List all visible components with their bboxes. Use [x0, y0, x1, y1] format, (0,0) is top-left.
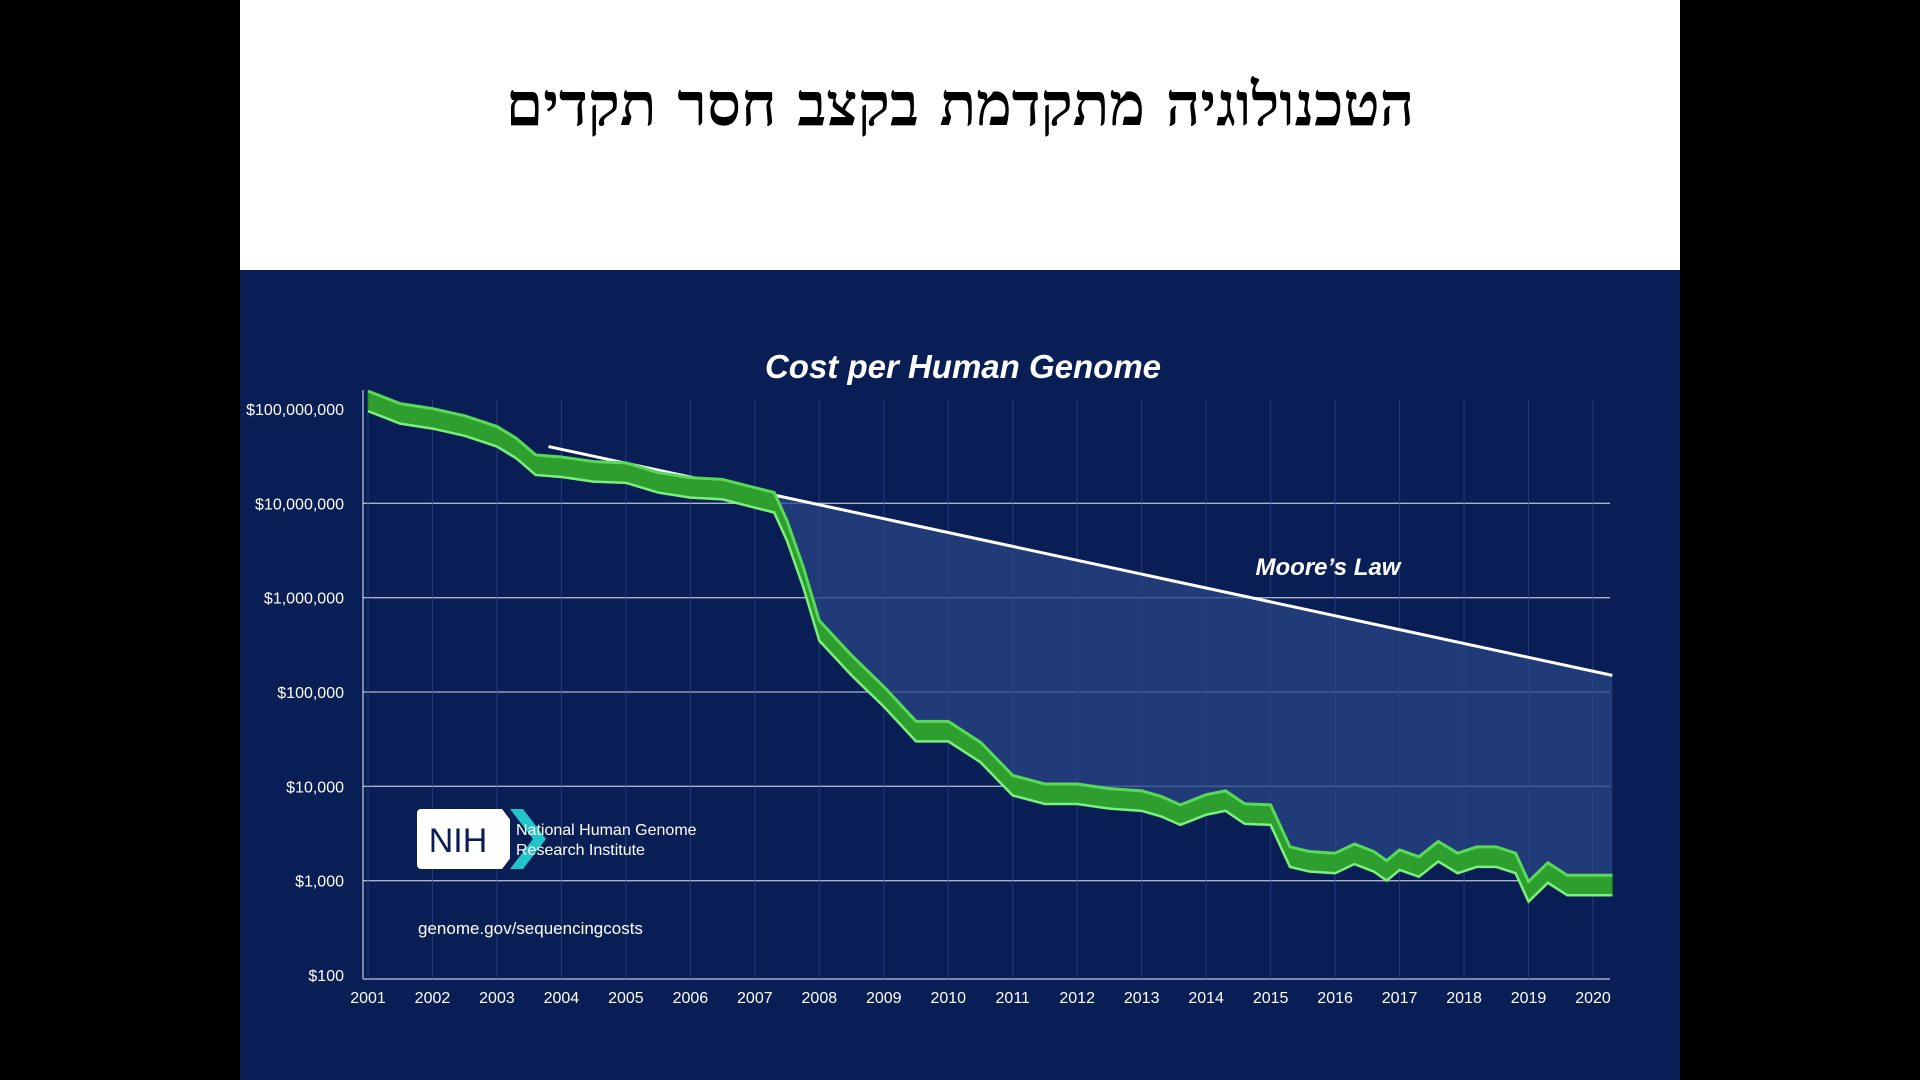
x-tick-label: 2019: [1511, 990, 1547, 1007]
genome-cost-line: [367, 389, 1613, 885]
x-tick-label: 2004: [544, 990, 580, 1007]
x-tick-label: 2020: [1575, 990, 1611, 1007]
x-tick-label: 2008: [802, 990, 838, 1007]
x-tick-label: 2010: [930, 990, 966, 1007]
y-tick-label: $1,000: [295, 874, 344, 891]
y-tick-label: $1,000,000: [264, 591, 344, 608]
chart: Cost per Human Genome $100,000,000 $10,00…: [246, 348, 1613, 1007]
x-tick-label: 2013: [1124, 990, 1160, 1007]
y-tick-label: $100: [308, 968, 344, 985]
gap-area-shape: [777, 495, 1613, 902]
x-tick-label: 2003: [479, 990, 515, 1007]
slide-header: הטכנולוגיה מתקדמת בקצב חסר תקדים: [240, 0, 1680, 270]
x-tick-label: 2016: [1317, 990, 1353, 1007]
chart-title: Cost per Human Genome: [765, 348, 1161, 385]
x-tick-label: 2005: [608, 990, 644, 1007]
x-tick-label: 2018: [1446, 990, 1482, 1007]
x-axis: 2001 2002 2003 2004 2005 2006 2007 2008 2009 2010…: [350, 990, 1611, 1007]
y-tick-label: $10,000,000: [255, 496, 344, 513]
slide: הטכנולוגיה מתקדמת בקצב חסר תקדים Cost pe…: [240, 0, 1680, 1080]
y-tick-label: $100,000,000: [246, 402, 344, 419]
nih-logo-box: [417, 809, 510, 869]
y-tick-label: $100,000: [277, 685, 344, 702]
nih-logo-chevron-gap: [502, 809, 533, 869]
nih-logo-abbr: NIH: [429, 822, 488, 860]
x-tick-label: 2017: [1382, 990, 1418, 1007]
org-name-line1: National Human Genome: [516, 822, 697, 839]
x-tick-label: 2001: [350, 990, 386, 1007]
gap-area: [777, 495, 1613, 902]
x-tick-label: 2012: [1059, 990, 1095, 1007]
x-tick-label: 2006: [673, 990, 709, 1007]
x-tick-label: 2011: [996, 990, 1031, 1007]
moores-law-label: Moore’s Law: [1256, 554, 1402, 581]
y-tick-label: $10,000: [286, 779, 344, 796]
genome-cost-edge: [367, 409, 1613, 904]
org-name-line2: Research Institute: [516, 842, 645, 859]
nih-logo-chevron: [505, 809, 546, 869]
nih-logo: NIH: [417, 809, 546, 869]
y-axis: $100,000,000 $10,000,000 $1,000,000 $100,00…: [246, 402, 344, 985]
slide-title: הטכנולוגיה מתקדמת בקצב חסר תקדים: [505, 70, 1415, 140]
x-tick-label: 2014: [1188, 990, 1224, 1007]
chart-panel: Cost per Human Genome $100,000,000 $10,00…: [240, 270, 1680, 1080]
x-tick-label: 2015: [1253, 990, 1289, 1007]
x-tick-label: 2002: [415, 990, 451, 1007]
x-tick-label: 2009: [866, 990, 902, 1007]
series-layer: [367, 389, 1613, 904]
x-tick-label: 2007: [737, 990, 773, 1007]
source-url: genome.gov/sequencingcosts: [418, 919, 643, 938]
